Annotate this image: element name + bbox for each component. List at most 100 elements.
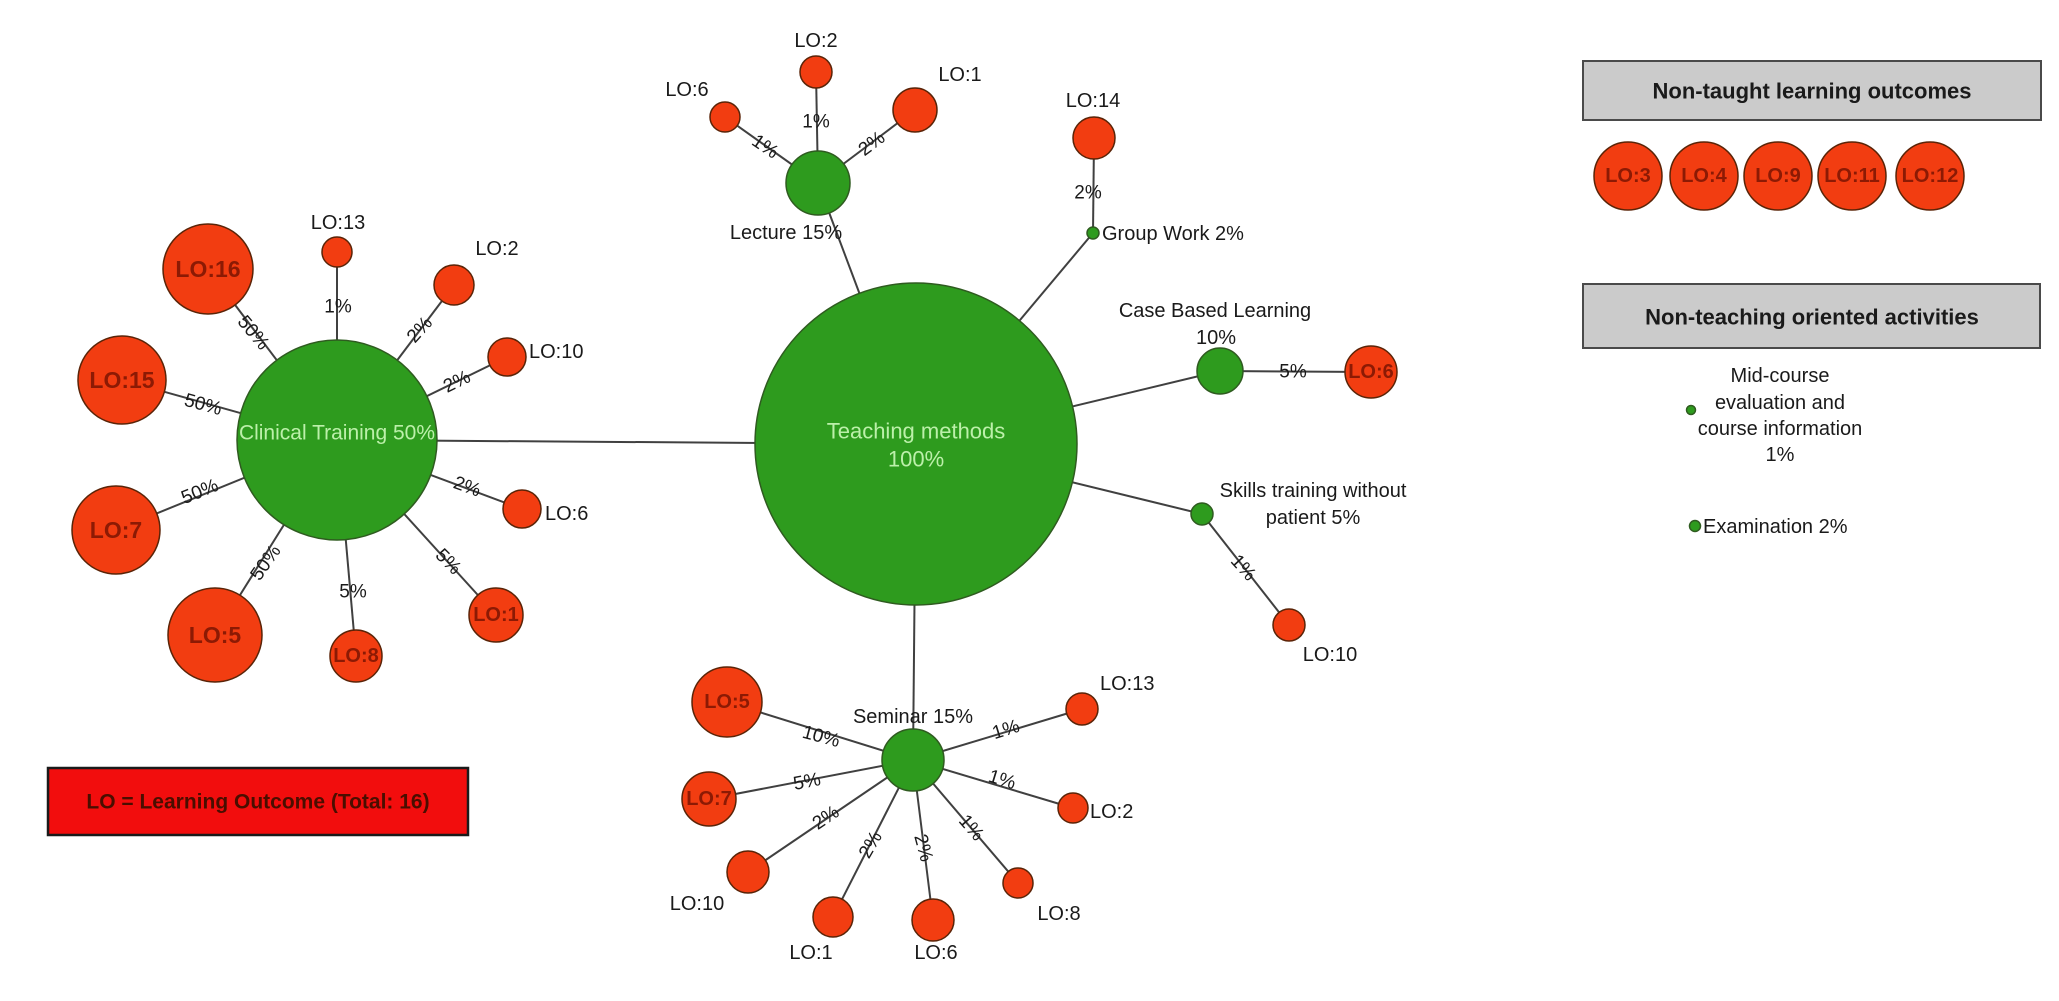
mid-course-line4: 1% [1766,444,1795,466]
non-teaching-panel: Non-teaching oriented activities Mid-cou… [1582,283,2041,538]
pct-lecture-lo6: 1% [748,131,783,164]
pct-seminar-lo10: 2% [809,802,844,835]
node-clinical-lo13 [321,236,353,268]
node-lecture-lo6 [709,101,741,133]
non-taught-header-box [1582,60,2042,121]
node-clinical-lo15 [77,335,167,425]
clinical-lo8-inside-label: LO:8 [333,645,379,667]
pct-clinical-lo5: 50% [246,541,285,584]
seminar-lo13-label: LO:13 [1100,673,1154,695]
non-teaching-header-box [1582,283,2041,349]
mid-course-line1: Mid-course [1731,365,1830,387]
pct-seminar-lo1: 2% [855,828,887,862]
node-clinical-lo1 [468,587,524,643]
pct-lecture-lo2: 1% [802,112,830,133]
node-clinical-lo5 [167,587,263,683]
pct-groupwork-lo14: 2% [1074,183,1102,204]
node-nontaught-lo9 [1743,141,1813,211]
node-lecture-lo2 [799,55,833,89]
clinical-lo10-label: LO:10 [529,341,583,363]
nontaught-lo9-label: LO:9 [1755,165,1801,187]
case-based-label-line2: 10% [1196,327,1236,349]
lecture-lo1-label: LO:1 [938,64,981,86]
pct-casebased-lo6: 5% [1279,362,1307,383]
clinical-lo1-inside-label: LO:1 [473,604,519,626]
skills-lo10-label: LO:10 [1303,644,1357,666]
node-seminar-lo2 [1057,792,1089,824]
teaching-methods-label-line2: 100% [888,447,944,472]
casebased-lo6-inside-label: LO:6 [1348,361,1394,383]
edge-skills-lo10 [1201,513,1290,626]
case-based-label-line1: Case Based Learning [1119,300,1311,322]
pct-clinical-lo2: 2% [403,313,437,348]
node-seminar-lo7 [681,771,737,827]
edge-seminar-lo10 [747,759,914,873]
seminar-label: Seminar 15% [853,706,973,728]
clinical-lo2-label: LO:2 [475,238,518,260]
mid-course-line2: evaluation and [1715,392,1845,414]
node-nontaught-lo12 [1895,141,1965,211]
groupwork-lo14-label: LO:14 [1066,90,1120,112]
node-seminar-lo1 [812,896,854,938]
node-clinical-lo2 [433,264,475,306]
node-clinical-training [236,339,438,541]
node-mid-course [1685,404,1697,416]
teaching-methods-label-line1: Teaching methods [827,419,1006,444]
clinical-lo16-inside-label: LO:16 [175,256,240,282]
non-taught-title: Non-taught learning outcomes [1653,79,1972,104]
node-nontaught-lo11 [1817,141,1887,211]
node-nontaught-lo4 [1669,141,1739,211]
node-teaching-methods [754,282,1078,606]
node-lecture-lo1 [892,87,938,133]
node-examination [1688,519,1702,533]
clinical-lo6-label: LO:6 [545,503,588,525]
pct-clinical-lo7: 50% [178,475,221,509]
node-clinical-lo7 [71,485,161,575]
nontaught-lo12-label: LO:12 [1902,165,1959,187]
pct-seminar-lo7: 5% [792,769,823,795]
seminar-lo6-label: LO:6 [914,942,957,964]
clinical-lo7-inside-label: LO:7 [90,517,142,543]
node-seminar-lo13 [1065,692,1099,726]
node-seminar [881,728,945,792]
seminar-lo10-label: LO:10 [670,893,724,915]
clinical-lo15-inside-label: LO:15 [89,367,154,393]
node-seminar-lo5 [691,666,763,738]
node-lecture [785,150,851,216]
node-seminar-lo10 [726,850,770,894]
outcome-nodes [71,55,1398,942]
lecture-label: Lecture 15% [730,222,843,244]
node-nontaught-lo3 [1593,141,1663,211]
lo-legend-text: LO = Learning Outcome (Total: 16) [86,791,429,814]
seminar-lo2-label: LO:2 [1090,801,1133,823]
node-skills-lo10 [1272,608,1306,642]
group-work-label: Group Work 2% [1102,223,1244,245]
pct-clinical-lo6: 2% [451,472,484,501]
non-teaching-title: Non-teaching oriented activities [1645,305,1979,330]
node-clinical-lo16 [162,223,254,315]
pct-clinical-lo8: 5% [339,582,367,603]
node-clinical-lo10 [487,337,527,377]
pct-clinical-lo15: 50% [182,390,224,420]
node-group-work [1086,226,1100,240]
skills-label-line2: patient 5% [1266,507,1361,529]
seminar-lo5-inside-label: LO:5 [704,691,750,713]
mid-course-line3: course information [1698,418,1863,440]
examination-label: Examination 2% [1703,516,1848,538]
skills-label-line1: Skills training without [1220,480,1407,502]
node-seminar-lo6 [911,898,955,942]
seminar-lo7-inside-label: LO:7 [686,788,732,810]
non-taught-panel: Non-taught learning outcomes LO:3 LO:4 L… [1582,60,2042,211]
node-skills-training [1190,502,1214,526]
lo-legend-box: LO = Learning Outcome (Total: 16) [46,766,470,837]
pct-seminar-lo5: 10% [800,722,842,752]
pct-clinical-lo13: 1% [324,297,352,318]
pct-seminar-lo6: 2% [909,832,936,864]
clinical-lo5-inside-label: LO:5 [189,622,242,648]
node-seminar-lo8 [1002,867,1034,899]
edge-seminar-lo7 [708,759,914,800]
seminar-lo8-label: LO:8 [1037,903,1080,925]
pct-seminar-lo13: 1% [990,716,1023,744]
lecture-lo6-label: LO:6 [665,79,708,101]
